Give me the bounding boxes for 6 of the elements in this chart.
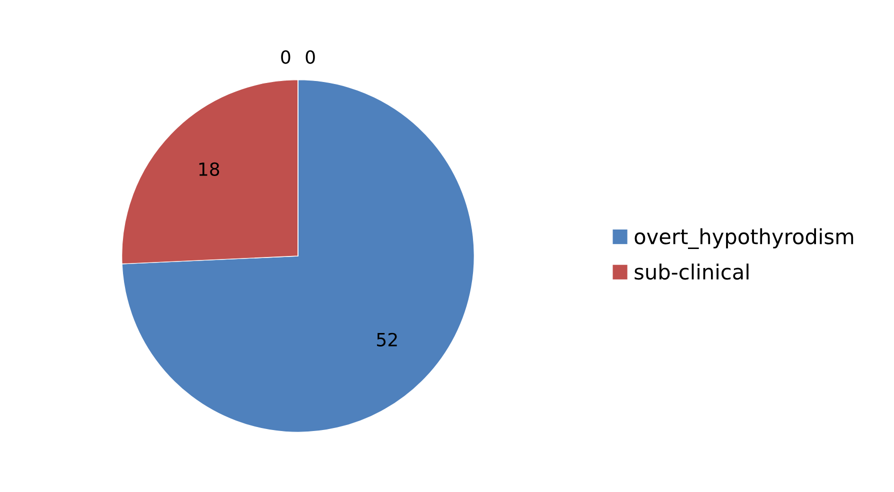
data-label: 52	[377, 332, 397, 346]
text: 0	[281, 50, 290, 64]
legend-label: sub-clinical	[634, 264, 748, 280]
data-label: 18	[199, 162, 220, 176]
text: 0	[306, 50, 315, 64]
legend-label: overt_hypothyrodism	[634, 228, 854, 249]
